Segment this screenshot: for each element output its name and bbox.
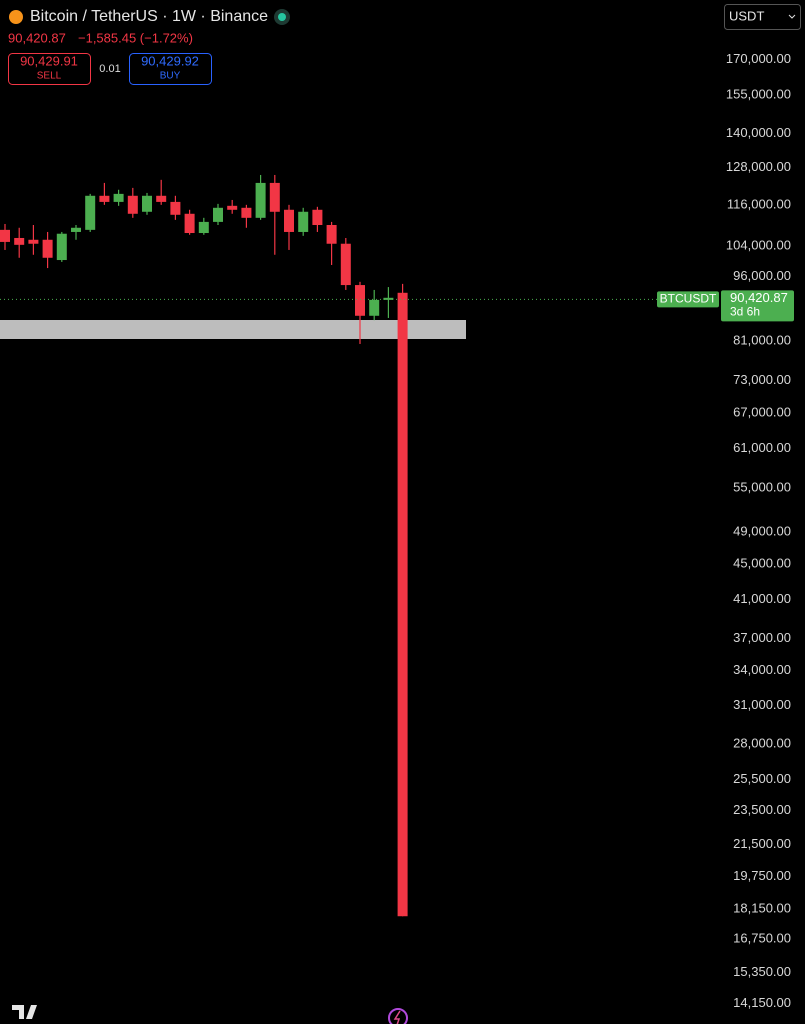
candle-body (170, 201, 181, 215)
candle-body (71, 227, 81, 232)
tv-logo (12, 1005, 37, 1019)
sell-price[interactable]: 90,429.91 (20, 53, 78, 68)
candle-body (142, 195, 152, 212)
change: −1,585.45 (−1.72%) (78, 30, 193, 45)
y-tick-label: 45,000.00 (733, 556, 791, 571)
candle-body (269, 182, 280, 212)
y-tick-label: 19,750.00 (733, 868, 791, 883)
candle-body (0, 229, 10, 242)
y-tick-label: 41,000.00 (733, 591, 791, 606)
y-tick-label: 16,750.00 (733, 931, 791, 946)
spread: 0.01 (99, 63, 120, 75)
buy-label[interactable]: BUY (160, 71, 181, 82)
sell-label[interactable]: SELL (37, 71, 62, 82)
y-tick-label: 128,000.00 (726, 159, 791, 174)
y-tick-label: 55,000.00 (733, 480, 791, 495)
y-tick-label: 28,000.00 (733, 736, 791, 751)
candle-body (255, 182, 266, 218)
btc-icon (9, 10, 23, 24)
y-tick-label: 21,500.00 (733, 836, 791, 851)
price-tag-box (721, 290, 794, 322)
symbol-tag-box (657, 291, 719, 308)
y-tick-label: 23,500.00 (733, 802, 791, 817)
candle-body (369, 299, 380, 316)
currency[interactable]: USDT (729, 8, 764, 23)
candle-body (326, 224, 337, 244)
candle-body (213, 207, 223, 222)
y-tick-label: 31,000.00 (733, 697, 791, 712)
y-tick-label: 61,000.00 (733, 440, 791, 455)
candle-body (14, 237, 25, 245)
y-tick-label: 116,000.00 (727, 196, 791, 211)
candle-body (355, 285, 365, 316)
countdown: 3d 6h (730, 305, 760, 319)
y-tick-label: 14,150.00 (733, 995, 791, 1010)
lightning-icon[interactable] (388, 1008, 408, 1024)
candle-body (113, 193, 124, 202)
y-tick-label: 15,350.00 (733, 964, 791, 979)
y-tick-label: 67,000.00 (733, 405, 791, 420)
y-tick-label: 25,500.00 (733, 771, 791, 786)
candle-body (28, 239, 39, 244)
symbol-tag: BTCUSDT (660, 292, 717, 306)
y-tick-label: 81,000.00 (733, 333, 791, 348)
candle-body (340, 243, 351, 286)
dropdown-arrow[interactable] (788, 14, 796, 19)
candle-body (184, 213, 195, 234)
y-tick-label: 140,000.00 (726, 125, 791, 140)
buy-button[interactable] (129, 53, 212, 85)
y-tick-label: 73,000.00 (733, 372, 791, 387)
y-tick-label: 18,150.00 (733, 900, 791, 915)
candle-body (227, 205, 238, 210)
currency-select[interactable] (724, 4, 801, 30)
plot-area: 170,000.00 155,000.00 140,000.00 128,000.00… (0, 51, 800, 1010)
lightning-bolt[interactable] (393, 1010, 401, 1024)
candle-body (99, 195, 110, 202)
candle-body (85, 195, 96, 230)
symbol-title: Bitcoin / TetherUS · 1W · Binance (30, 8, 268, 25)
candle-body (284, 209, 294, 232)
support-zone (0, 320, 466, 339)
sell-button[interactable] (8, 53, 91, 85)
candle-body (198, 221, 209, 234)
candle-body (298, 211, 309, 232)
y-tick-label: 170,000.00 (726, 51, 791, 66)
y-tick-label: 37,000.00 (733, 630, 791, 645)
price-tag: 90,420.87 (730, 290, 788, 305)
y-tick-label: 104,000.00 (726, 238, 791, 253)
buy-price[interactable]: 90,429.92 (141, 53, 199, 68)
y-tick-label: 155,000.00 (726, 86, 791, 101)
status-dot (278, 13, 286, 21)
candle-body (397, 292, 408, 917)
candle-body (156, 195, 167, 202)
candle-body (127, 195, 138, 214)
candle-body (383, 297, 394, 300)
quote: 90,420.87 (8, 30, 66, 45)
y-tick-label: 49,000.00 (733, 523, 791, 538)
candle-body (312, 209, 323, 225)
y-tick-label: 34,000.00 (733, 662, 791, 677)
candle-body (56, 233, 67, 261)
candle-body (42, 239, 53, 258)
candle-body (241, 207, 252, 218)
y-tick-label: 96,000.00 (733, 268, 791, 283)
